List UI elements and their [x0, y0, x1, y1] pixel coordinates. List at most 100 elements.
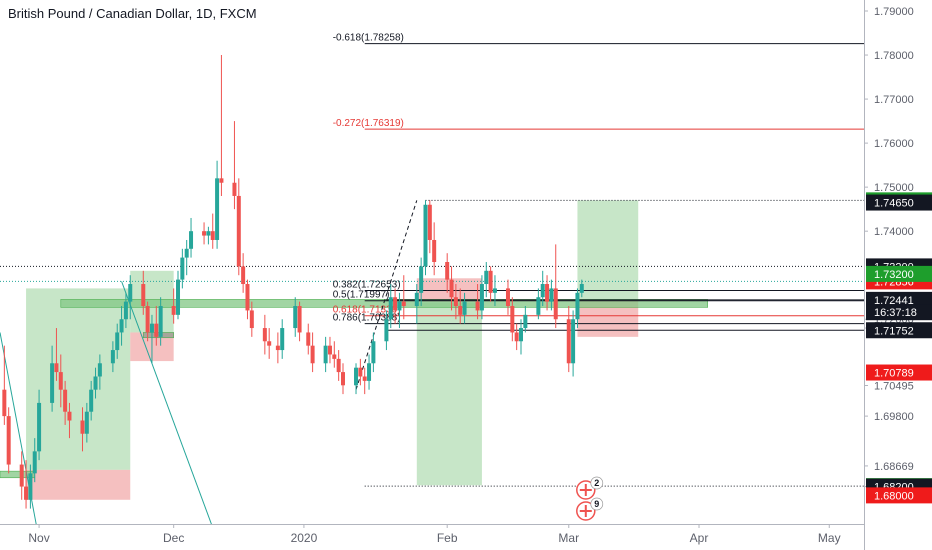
price-tick-label: 1.76000 — [874, 138, 914, 150]
event-markers: 29 — [576, 476, 604, 521]
candle-body — [24, 486, 29, 500]
candle-body — [553, 288, 558, 320]
candle-body — [110, 350, 115, 364]
candle — [566, 306, 571, 373]
candle-body — [323, 345, 328, 364]
price-tag — [866, 364, 932, 381]
price-tag-label: 1.73200 — [874, 269, 914, 281]
candle — [50, 345, 55, 412]
candle — [475, 284, 480, 320]
candle-body — [219, 178, 224, 183]
candle-body — [505, 288, 510, 307]
candle-body — [154, 323, 159, 337]
candle-body — [54, 363, 59, 373]
candle-body — [158, 306, 163, 337]
time-axis-bg — [0, 524, 864, 550]
candle — [128, 275, 133, 320]
candle-body — [449, 279, 454, 298]
candle — [371, 332, 376, 373]
candle-body — [484, 270, 489, 285]
candle-body — [123, 301, 128, 320]
candle-body — [232, 182, 237, 196]
candle — [323, 336, 328, 373]
trend-line — [121, 281, 218, 540]
candle-body — [245, 284, 250, 311]
candle — [453, 284, 458, 320]
candle-body — [445, 262, 450, 280]
candle-body — [458, 306, 463, 315]
candle-body — [19, 464, 24, 487]
candle-body — [340, 372, 345, 386]
candle-body — [414, 292, 419, 307]
candle — [262, 314, 267, 355]
time-tick-label: Feb — [437, 531, 458, 545]
candle — [115, 323, 120, 359]
candle — [28, 464, 33, 509]
candle-body — [479, 284, 484, 311]
candle-body — [210, 231, 215, 240]
candle — [553, 244, 558, 329]
candle-body — [176, 279, 181, 315]
price-tag-label: 1.68000 — [874, 490, 914, 502]
candle-body — [6, 416, 11, 465]
candle — [514, 323, 519, 351]
candle-body — [37, 402, 42, 452]
candle — [327, 336, 332, 364]
candle — [505, 279, 510, 315]
candle-body — [89, 389, 94, 412]
candle-body — [241, 266, 246, 285]
candle — [97, 354, 102, 390]
candle-body — [149, 323, 154, 333]
support-band — [60, 299, 708, 308]
trend-lines — [0, 200, 418, 540]
candle — [267, 328, 272, 359]
price-tag-label: 16:37:18 — [874, 307, 917, 319]
candle — [540, 270, 545, 307]
candle-body — [423, 204, 428, 267]
time-tick-label: 2020 — [291, 531, 318, 545]
candle — [123, 292, 128, 329]
candle — [149, 314, 154, 364]
candle-body — [523, 314, 528, 329]
candle — [519, 319, 524, 355]
trend-line — [355, 200, 418, 390]
candle-body — [206, 231, 211, 236]
price-tick-label: 1.70495 — [874, 381, 914, 393]
candle-body — [97, 363, 102, 377]
candle-body — [575, 292, 580, 320]
candle-body — [336, 358, 341, 373]
candle — [232, 121, 237, 210]
candle — [141, 270, 146, 315]
candle — [189, 217, 194, 258]
candle — [549, 279, 554, 311]
candle — [89, 380, 94, 421]
candle — [6, 407, 11, 474]
candle — [93, 367, 98, 399]
trend-line — [0, 332, 40, 540]
candle — [340, 363, 345, 395]
candle — [19, 451, 24, 500]
candle-body — [2, 389, 7, 417]
candle-body — [397, 301, 402, 311]
candle-body — [432, 239, 437, 262]
candle — [84, 402, 89, 443]
candle — [306, 323, 311, 355]
candle — [336, 350, 341, 381]
candle-body — [492, 288, 497, 293]
candle — [176, 270, 181, 320]
candle — [579, 279, 584, 298]
price-tag — [866, 322, 932, 339]
candle-body — [58, 372, 63, 390]
price-tag — [866, 291, 932, 308]
time-axis: Nov Dec 2020 Feb Mar Apr May — [0, 524, 864, 550]
candle-body — [80, 420, 85, 434]
candle-body — [115, 332, 120, 351]
event-count-badge — [590, 476, 604, 490]
candle — [80, 407, 85, 452]
fib-level-label: -0.618(1.78258) — [333, 33, 404, 44]
candle-body — [28, 473, 33, 500]
candle-body — [249, 310, 254, 329]
countdown-tag — [866, 304, 932, 321]
